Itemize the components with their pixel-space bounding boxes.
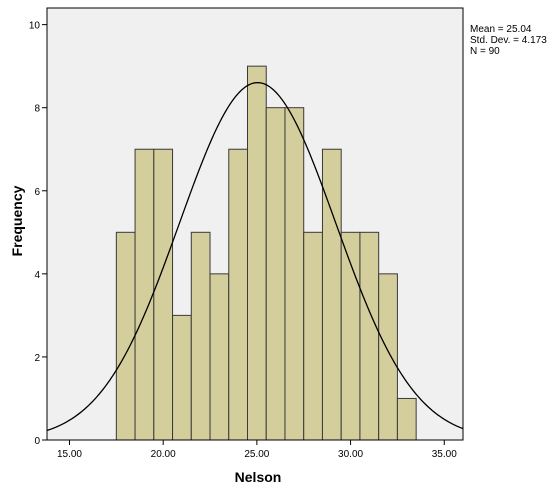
histogram-bar [115, 231, 136, 441]
x-tick-label: 30.00 [338, 449, 363, 460]
x-tick-label: 35.00 [432, 449, 457, 460]
histogram-bar [172, 314, 192, 441]
y-tick-label: 4 [34, 270, 40, 281]
plot-frame [46, 7, 464, 441]
stats-box: Mean = 25.04 Std. Dev. = 4.173 N = 90 [470, 24, 547, 57]
histogram-bar [359, 231, 380, 441]
histogram-bar [134, 148, 155, 441]
x-axis-ticks: 15.00 20.00 25.00 30.00 35.00 [57, 440, 457, 460]
y-tick-label: 2 [34, 353, 40, 364]
x-tick-label: 25.00 [244, 449, 269, 460]
histogram-bar [396, 397, 417, 441]
histogram-bar [247, 65, 267, 441]
y-tick-label: 6 [34, 187, 40, 198]
y-tick-label: 10 [29, 21, 41, 32]
std-dev-stat: Std. Dev. = 4.173 [470, 35, 547, 46]
x-tick-label: 20.00 [151, 449, 176, 460]
x-tick-label: 15.00 [57, 449, 82, 460]
histogram-bar [265, 107, 286, 441]
histogram-bar [378, 273, 398, 441]
normal-curve [46, 81, 464, 432]
histogram-bar [153, 148, 174, 441]
histogram-bar [303, 231, 323, 441]
histogram-bar [228, 148, 249, 441]
y-tick-label: 0 [34, 436, 40, 447]
histogram-bar [284, 107, 305, 441]
mean-stat: Mean = 25.04 [470, 24, 532, 35]
y-axis-ticks: 0 2 4 6 8 10 [29, 21, 47, 447]
histogram-bar [190, 231, 211, 441]
y-axis-title: Frequency [9, 185, 25, 256]
x-axis-title: Nelson [235, 469, 282, 485]
y-tick-label: 8 [34, 104, 40, 115]
histogram-bar [209, 273, 230, 441]
n-stat: N = 90 [470, 46, 500, 57]
